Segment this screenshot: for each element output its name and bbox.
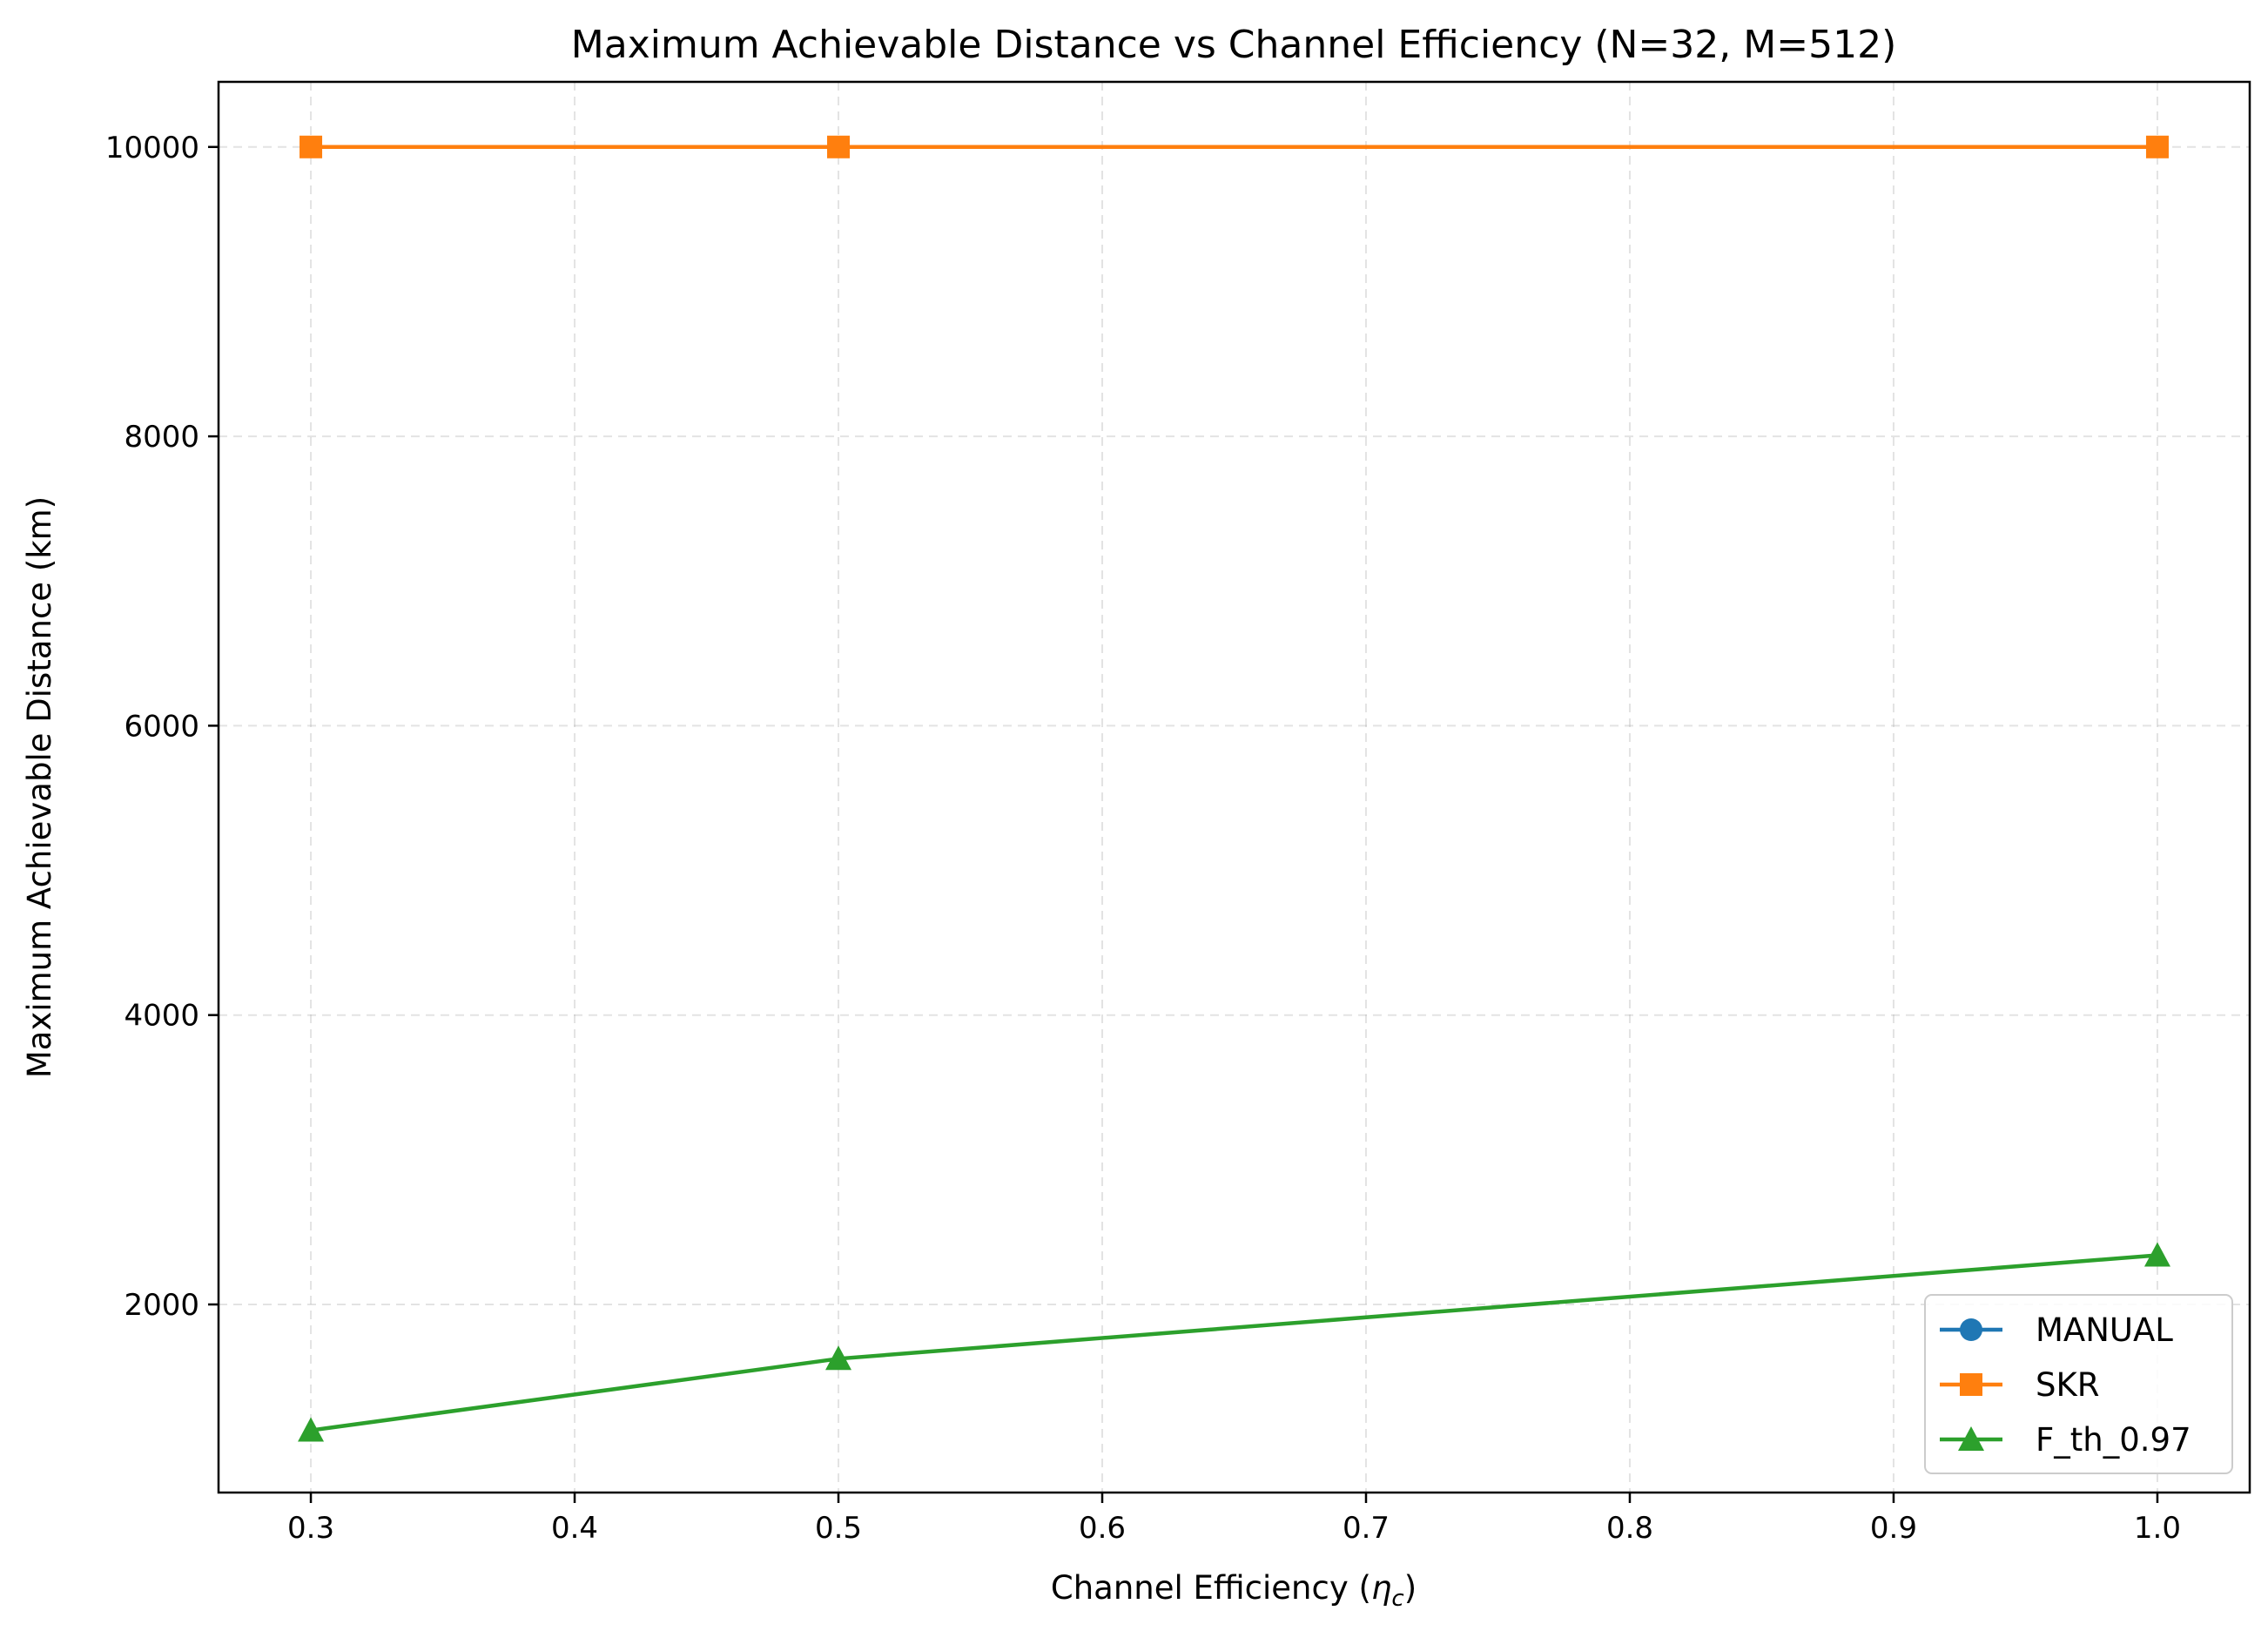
series-2 (299, 135, 2169, 158)
data-point (298, 1417, 325, 1442)
legend-item-1: MANUAL (1940, 1311, 2173, 1349)
y-axis-label: Maximum Achievable Distance (km) (21, 496, 58, 1078)
x-axis-label: Channel Efficiency (ηc) (1051, 1569, 1417, 1612)
x-axis-label-symbol: η (1371, 1569, 1391, 1607)
x-axis-label-text: Channel Efficiency ( (1051, 1569, 1371, 1607)
legend: MANUAL SKR F_th_0.97 (1924, 1294, 2233, 1474)
legend-box (1924, 1294, 2233, 1474)
chart-title: Maximum Achievable Distance vs Channel E… (571, 23, 1896, 67)
plot-frame (217, 80, 2251, 1494)
x-axis-label-suffix: ) (1404, 1569, 1417, 1607)
x-axis: 0.3 0.4 0.5 0.6 0.7 0.8 0.9 1.0 (287, 1493, 2181, 1546)
y-tick-label: 10000 (105, 131, 199, 165)
legend-swatch-marker (1960, 1373, 1982, 1396)
legend-label: SKR (2036, 1366, 2099, 1404)
legend-item-3: F_th_0.97 (1940, 1421, 2191, 1459)
y-axis: 2000 4000 6000 8000 10000 (105, 131, 219, 1323)
y-tick-label: 2000 (124, 1288, 199, 1323)
y-tick-label: 6000 (124, 709, 199, 744)
series-3 (298, 1242, 2170, 1442)
legend-swatch-marker (1958, 1426, 1984, 1451)
legend-label: MANUAL (2036, 1311, 2173, 1349)
x-tick-label: 0.5 (815, 1511, 862, 1546)
data-point (2143, 1242, 2170, 1267)
legend-label: F_th_0.97 (2036, 1421, 2191, 1459)
legend-item-2: SKR (1940, 1366, 2099, 1404)
x-tick-label: 0.9 (1870, 1511, 1917, 1546)
x-tick-label: 0.7 (1343, 1511, 1390, 1546)
y-tick-label: 8000 (124, 420, 199, 455)
plot-area (219, 82, 2250, 1493)
x-tick-label: 0.8 (1606, 1511, 1653, 1546)
legend-swatch-marker (1960, 1318, 1982, 1341)
y-tick-label: 4000 (124, 999, 199, 1034)
data-point (827, 135, 851, 158)
x-tick-label: 1.0 (2134, 1511, 2181, 1546)
x-tick-label: 0.4 (551, 1511, 598, 1546)
x-tick-label: 0.6 (1079, 1511, 1126, 1546)
x-tick-label: 0.3 (287, 1511, 334, 1546)
series-layer (298, 135, 2170, 1442)
data-point (825, 1345, 852, 1371)
data-point (299, 135, 323, 158)
data-point (2145, 135, 2169, 158)
x-axis-label-subscript: c (1391, 1586, 1403, 1612)
